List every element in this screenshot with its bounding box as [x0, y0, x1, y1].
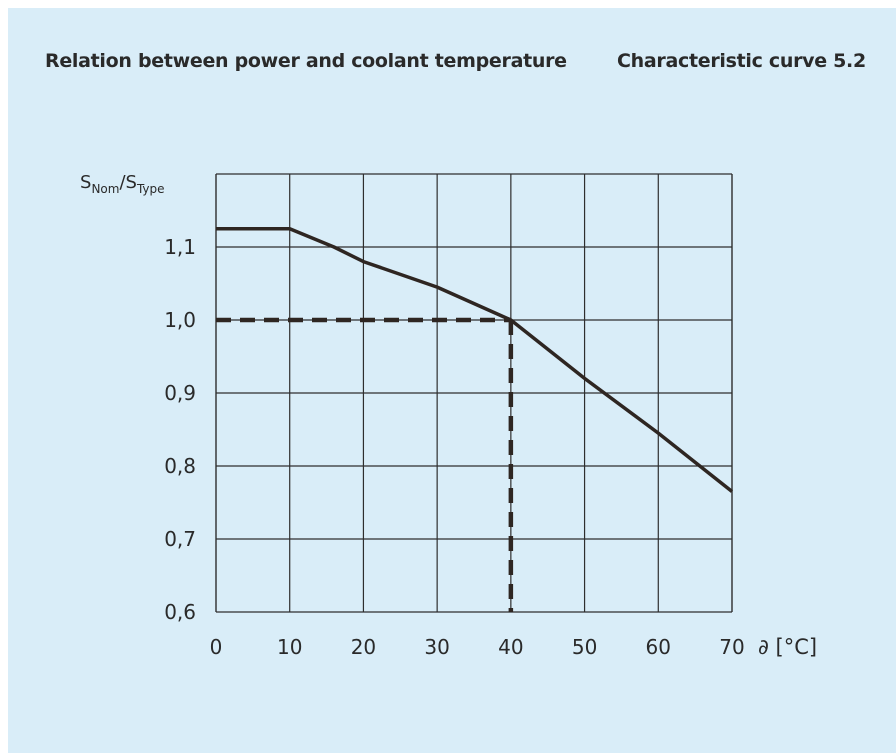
- chart-figure-label: Characteristic curve 5.2: [617, 50, 866, 72]
- x-tick-labels: 0 10 20 30 40 50 60 70: [210, 635, 745, 659]
- y-tick-label: 0,7: [164, 527, 196, 551]
- x-tick-label: 30: [424, 635, 449, 659]
- x-axis-label: ∂ [°C]: [758, 635, 817, 659]
- y-label-base-2: S: [126, 172, 137, 193]
- y-label-sep: /: [119, 172, 126, 193]
- y-label-sub-1: Nom: [91, 182, 119, 196]
- grid: [215, 173, 733, 613]
- y-tick-label: 0,8: [164, 454, 196, 478]
- y-tick-labels: 0,6 0,7 0,8 0,9 1,0 1,1: [164, 235, 196, 624]
- x-tick-label: 10: [277, 635, 302, 659]
- x-tick-label: 60: [646, 635, 671, 659]
- chart-title: Relation between power and coolant tempe…: [45, 50, 567, 72]
- y-label-sub-2: Type: [136, 182, 165, 196]
- y-tick-label: 1,1: [164, 235, 196, 259]
- y-label-base-1: S: [80, 172, 91, 193]
- x-tick-label: 70: [719, 635, 744, 659]
- reference-lines: [216, 317, 514, 612]
- y-tick-label: 1,0: [164, 308, 196, 332]
- x-tick-label: 20: [351, 635, 376, 659]
- y-axis-label: SNom/SType: [80, 172, 165, 196]
- x-tick-label: 0: [210, 635, 223, 659]
- curve-group: [216, 227, 734, 493]
- y-tick-label: 0,9: [164, 381, 196, 405]
- x-tick-label: 40: [498, 635, 523, 659]
- y-tick-label: 0,6: [164, 600, 196, 624]
- series-line-0: [216, 227, 734, 493]
- chart-panel: [8, 8, 896, 753]
- x-tick-label: 50: [572, 635, 597, 659]
